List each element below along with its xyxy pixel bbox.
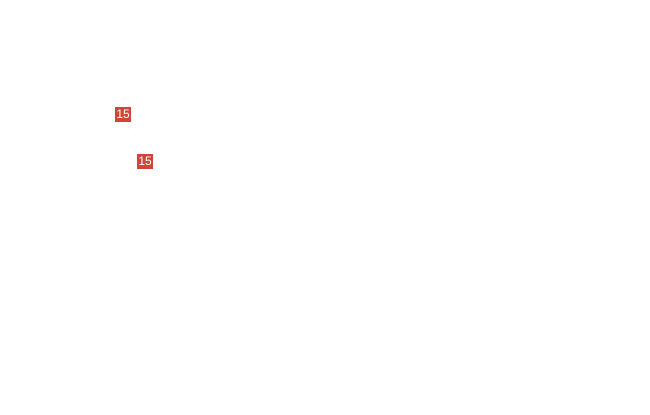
count-badge: 15 [115, 107, 131, 122]
count-badge: 15 [137, 154, 153, 169]
